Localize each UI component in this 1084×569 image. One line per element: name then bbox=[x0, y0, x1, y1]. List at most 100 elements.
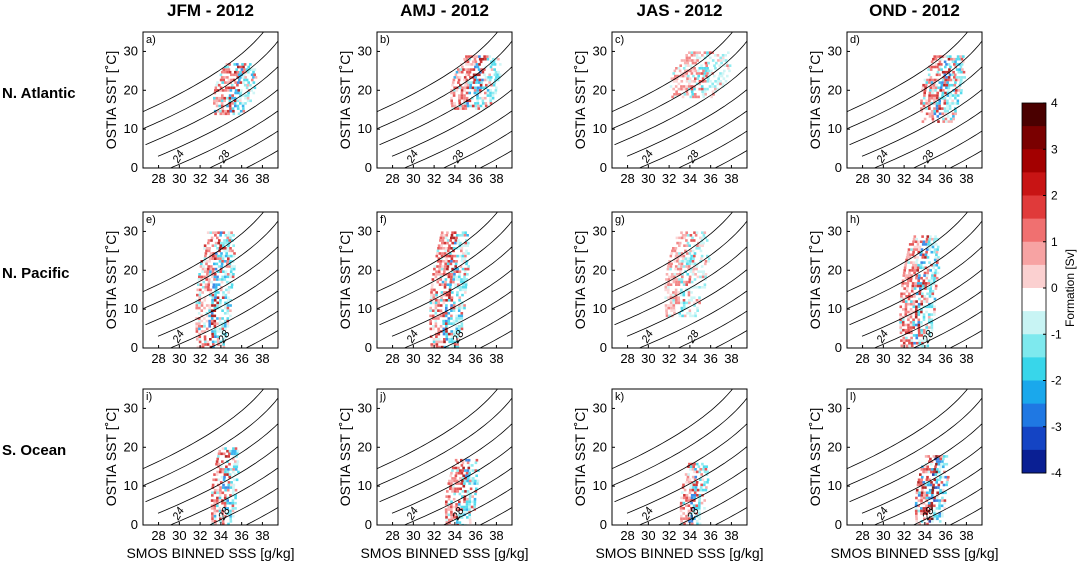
formation-cell bbox=[688, 275, 692, 279]
formation-cell bbox=[431, 314, 435, 318]
formation-cell bbox=[218, 304, 222, 307]
formation-cell bbox=[441, 239, 445, 242]
formation-cell bbox=[691, 262, 694, 266]
formation-cell bbox=[253, 78, 257, 82]
formation-cell bbox=[674, 299, 678, 302]
formation-cell bbox=[909, 279, 913, 283]
formation-cell bbox=[935, 507, 939, 510]
formation-cell bbox=[700, 254, 704, 258]
formation-cell bbox=[687, 499, 691, 502]
formation-cell bbox=[461, 293, 464, 297]
formation-cell bbox=[916, 266, 920, 270]
formation-cell bbox=[910, 331, 913, 335]
formation-cell bbox=[920, 308, 923, 311]
formation-cell bbox=[454, 466, 458, 470]
formation-cell bbox=[908, 271, 911, 275]
formation-cell bbox=[923, 468, 926, 471]
formation-cell bbox=[229, 299, 233, 302]
formation-cell bbox=[929, 86, 933, 90]
formation-cell bbox=[232, 273, 235, 276]
formation-cell bbox=[926, 269, 930, 272]
formation-cell bbox=[227, 257, 230, 260]
formation-cell bbox=[677, 299, 681, 302]
formation-cell bbox=[899, 297, 903, 301]
formation-cell bbox=[694, 314, 697, 318]
x-tick-label: 36 bbox=[234, 171, 248, 186]
formation-cell bbox=[914, 501, 918, 505]
isopycnal-contour bbox=[612, 389, 734, 470]
formation-cell bbox=[933, 240, 936, 244]
formation-cell bbox=[223, 501, 227, 505]
formation-cell bbox=[905, 344, 909, 348]
formation-cell bbox=[695, 265, 699, 268]
formation-cell bbox=[716, 80, 720, 83]
formation-cell bbox=[215, 99, 219, 103]
formation-cell bbox=[670, 309, 673, 312]
formation-cell bbox=[463, 505, 466, 509]
formation-cell bbox=[438, 345, 441, 348]
formation-cell bbox=[198, 296, 202, 299]
formation-cell bbox=[211, 340, 215, 344]
formation-cell bbox=[905, 258, 908, 262]
formation-cell bbox=[444, 312, 448, 315]
formation-cell bbox=[236, 63, 239, 66]
formation-cell bbox=[458, 306, 461, 310]
formation-cell bbox=[236, 83, 239, 87]
formation-cell bbox=[220, 76, 224, 79]
formation-cell bbox=[938, 60, 942, 64]
formation-cell bbox=[451, 487, 455, 491]
formation-cell bbox=[211, 494, 214, 497]
formation-cell bbox=[435, 343, 439, 346]
formation-cell bbox=[907, 339, 911, 342]
formation-cell bbox=[919, 483, 922, 487]
formation-cell bbox=[448, 288, 452, 292]
formation-cell bbox=[490, 60, 493, 64]
formation-cell bbox=[713, 64, 716, 67]
formation-cell bbox=[227, 296, 230, 299]
formation-cell bbox=[445, 518, 448, 522]
formation-cell bbox=[693, 301, 696, 305]
formation-cell bbox=[935, 470, 938, 474]
formation-cell bbox=[694, 488, 697, 492]
formation-cell bbox=[693, 481, 696, 484]
x-tick-label: 28 bbox=[620, 171, 634, 186]
formation-cell bbox=[459, 241, 462, 245]
formation-cell bbox=[227, 231, 231, 234]
formation-cell bbox=[213, 275, 217, 279]
formation-cell bbox=[224, 234, 228, 237]
formation-cell bbox=[686, 93, 689, 96]
formation-cell bbox=[679, 293, 683, 297]
formation-cell bbox=[472, 81, 476, 84]
formation-cell bbox=[903, 287, 906, 290]
x-tick-label: 38 bbox=[255, 351, 269, 366]
formation-cell bbox=[249, 99, 252, 103]
formation-cell bbox=[915, 323, 918, 327]
formation-cell bbox=[934, 473, 938, 476]
formation-cell bbox=[704, 61, 708, 65]
formation-cell bbox=[700, 501, 704, 505]
formation-cell bbox=[449, 239, 452, 242]
formation-cell bbox=[910, 302, 913, 306]
formation-cell bbox=[928, 65, 931, 69]
isopycnal-contour bbox=[874, 290, 982, 348]
formation-cell bbox=[214, 86, 218, 90]
formation-cell bbox=[445, 322, 448, 325]
formation-cell bbox=[914, 310, 918, 314]
formation-cell bbox=[246, 99, 250, 103]
formation-cell bbox=[677, 67, 681, 70]
y-tick-label: 10 bbox=[593, 301, 607, 316]
isopycnal-contour bbox=[847, 389, 969, 470]
formation-cell bbox=[219, 231, 223, 234]
formation-cell bbox=[218, 317, 222, 320]
formation-cell bbox=[695, 462, 699, 466]
formation-cell bbox=[453, 490, 457, 493]
formation-cell bbox=[939, 57, 943, 61]
formation-cell bbox=[925, 102, 928, 105]
formation-cell bbox=[216, 301, 219, 305]
formation-cell bbox=[933, 468, 937, 471]
formation-cell bbox=[484, 96, 487, 100]
formation-cell bbox=[225, 265, 229, 268]
formation-cell bbox=[912, 305, 916, 309]
y-tick-label: 10 bbox=[124, 478, 138, 493]
formation-cell bbox=[461, 234, 464, 237]
